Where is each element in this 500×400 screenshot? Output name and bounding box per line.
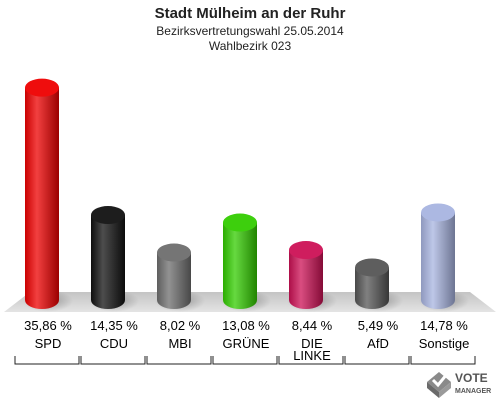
value-label-sonstige: 14,78 % bbox=[420, 318, 468, 333]
category-bracket bbox=[212, 356, 278, 365]
value-label-grüne: 13,08 % bbox=[222, 318, 270, 333]
chart-subtitle: Bezirksvertretungswahl 25.05.2014 bbox=[156, 24, 344, 38]
category-bracket bbox=[14, 356, 80, 365]
bar-top bbox=[421, 203, 455, 222]
value-label-cdu: 14,35 % bbox=[90, 318, 138, 333]
bar-afd bbox=[353, 258, 403, 312]
bar-body bbox=[289, 250, 323, 309]
value-label-mbi: 8,02 % bbox=[160, 318, 201, 333]
bars-group bbox=[23, 78, 469, 312]
category-bracket bbox=[146, 356, 212, 365]
bar-body bbox=[25, 87, 59, 309]
category-bracket bbox=[410, 356, 476, 365]
value-label-die-linke: 8,44 % bbox=[292, 318, 333, 333]
category-label-grüne: GRÜNE bbox=[223, 336, 270, 351]
category-label-die-linke-1: DIE bbox=[301, 336, 323, 351]
bar-body bbox=[223, 222, 257, 309]
bar-cdu bbox=[89, 206, 139, 312]
category-label-cdu: CDU bbox=[100, 336, 128, 351]
category-bracket bbox=[344, 356, 410, 365]
bar-top bbox=[223, 213, 257, 232]
bar-sonstige bbox=[419, 203, 469, 312]
bar-spd bbox=[23, 78, 73, 312]
bar-mbi bbox=[155, 243, 205, 312]
bar-top bbox=[289, 241, 323, 260]
bar-grüne bbox=[221, 213, 271, 312]
bar-body bbox=[157, 252, 191, 309]
value-label-spd: 35,86 % bbox=[24, 318, 72, 333]
category-bracket bbox=[80, 356, 146, 365]
logo-line2: MANAGER bbox=[455, 388, 491, 395]
value-label-afd: 5,49 % bbox=[358, 318, 399, 333]
bar-top bbox=[25, 78, 59, 97]
bar-body bbox=[355, 267, 389, 309]
category-label-die-linke-2: LINKE bbox=[293, 348, 331, 363]
value-labels-group: 35,86 % 14,35 % 8,02 % 13,08 % 8,44 % 5,49 % 1… bbox=[24, 318, 468, 333]
ballot-box-icon bbox=[427, 372, 451, 398]
bar-body bbox=[421, 212, 455, 309]
category-label-mbi: MBI bbox=[168, 336, 191, 351]
bar-body bbox=[91, 215, 125, 309]
chart-title: Stadt Mülheim an der Ruhr bbox=[155, 5, 346, 22]
bar-die-linke bbox=[287, 241, 337, 312]
category-label-sonstige: Sonstige bbox=[419, 336, 470, 351]
bar-top bbox=[355, 258, 389, 277]
logo-line1: VOTE bbox=[455, 371, 488, 385]
vote-manager-logo: VOTE MANAGER bbox=[427, 371, 491, 398]
category-label-spd: SPD bbox=[35, 336, 62, 351]
bar-top bbox=[157, 243, 191, 262]
category-label-afd: AfD bbox=[367, 336, 389, 351]
bar-top bbox=[91, 206, 125, 225]
category-bracket bbox=[278, 356, 344, 365]
chart-subtitle-2: Wahlbezirk 023 bbox=[209, 39, 292, 53]
